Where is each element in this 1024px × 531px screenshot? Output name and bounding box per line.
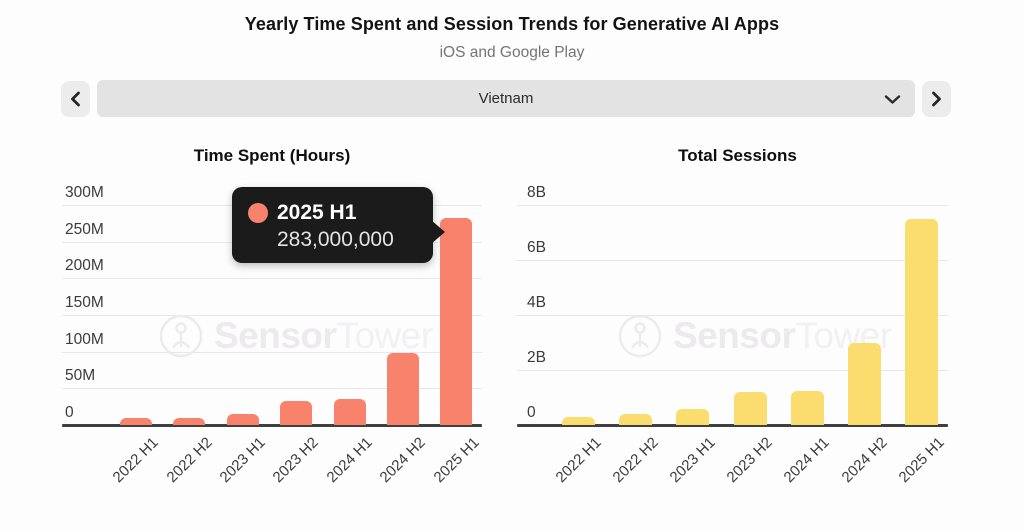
y-axis-tick-label: 4B [527,294,546,311]
x-axis-line [62,424,482,427]
y-axis-tick-label: 2B [527,349,546,366]
gridline [517,370,948,371]
watermark-brand-bold: Sensor [214,315,337,356]
y-axis-tick-label: 300M [65,184,104,201]
bar-2024-h2[interactable] [387,353,419,425]
bar-2025-h1[interactable] [440,217,473,425]
x-axis-line [517,424,948,427]
bar-2024-h2[interactable] [847,342,881,425]
y-axis-tick-label: 250M [65,220,104,238]
bar-2023-h1[interactable] [226,414,259,425]
country-select-value: Vietnam [478,90,534,107]
page-title: Yearly Time Spent and Session Trends for… [244,14,780,34]
y-axis-tick-label: 50M [65,367,96,385]
bar-2022-h1[interactable] [562,416,595,426]
chevron-down-icon [884,95,901,104]
x-axis-label: 2022 H1 [109,434,163,487]
bar-2024-h1[interactable] [790,390,824,425]
sensortower-logo-icon [618,314,662,358]
tooltip-arrow-icon [431,220,445,244]
watermark-brand-bold: Sensor [673,315,796,356]
page-subtitle: iOS and Google Play [439,44,585,61]
x-axis-label: 2023 H2 [270,434,323,487]
x-axis-label: 2025 H1 [430,434,483,487]
bar-2022-h2[interactable] [619,414,653,425]
series-dot-icon [248,203,268,223]
y-axis-tick-label: 0 [527,404,536,421]
x-axis-label: 2022 H2 [163,434,216,487]
x-axis-label: 2023 H1 [666,434,719,487]
x-axis-label: 2023 H2 [723,434,777,487]
x-axis-label: 2022 H2 [609,434,662,487]
tooltip-value: 283,000,000 [277,228,394,251]
y-axis-tick-label: 6B [527,239,546,256]
right-chart-title: Total Sessions [678,146,797,165]
bar-2023-h1[interactable] [676,408,710,425]
bar-2022-h1[interactable] [120,418,152,425]
y-axis-tick-label: 200M [65,257,104,275]
country-select[interactable]: Vietnam [97,80,915,117]
bar-2022-h2[interactable] [173,417,206,425]
gridline [517,260,948,261]
tooltip-series-label: 2025 H1 [277,201,357,224]
x-axis-label: 2024 H2 [838,434,891,487]
x-axis-label: 2024 H1 [323,434,376,487]
watermark-brand-light: Tower [336,315,433,356]
bar-2023-h2[interactable] [733,392,767,425]
y-axis-tick-label: 8B [527,184,546,201]
y-axis-tick-label: 0 [65,404,74,421]
gridline [517,205,948,206]
chevron-right-icon [932,91,941,107]
x-axis-label: 2025 H1 [895,434,948,487]
chart-tooltip: 2025 H1 283,000,000 [232,187,445,263]
y-axis-tick-label: 150M [65,294,104,311]
gridline [62,278,482,280]
gridline [62,388,482,390]
chevron-left-icon [71,91,80,107]
left-chart-title: Time Spent (Hours) [193,146,351,165]
bar-2023-h2[interactable] [280,400,313,425]
x-axis-label: 2023 H1 [216,434,269,487]
x-axis-label: 2022 H1 [552,434,605,487]
bar-2024-h1[interactable] [333,398,366,425]
previous-country-button[interactable] [61,81,90,117]
gridline [62,315,482,316]
next-country-button[interactable] [922,81,951,117]
bar-2025-h1[interactable] [905,218,938,426]
y-axis-tick-label: 100M [65,330,104,348]
gridline [517,315,948,316]
x-axis-label: 2024 H2 [376,434,430,487]
x-axis-label: 2024 H1 [781,434,834,487]
gridline [62,351,482,353]
tooltip-body: 2025 H1 283,000,000 [277,200,394,252]
